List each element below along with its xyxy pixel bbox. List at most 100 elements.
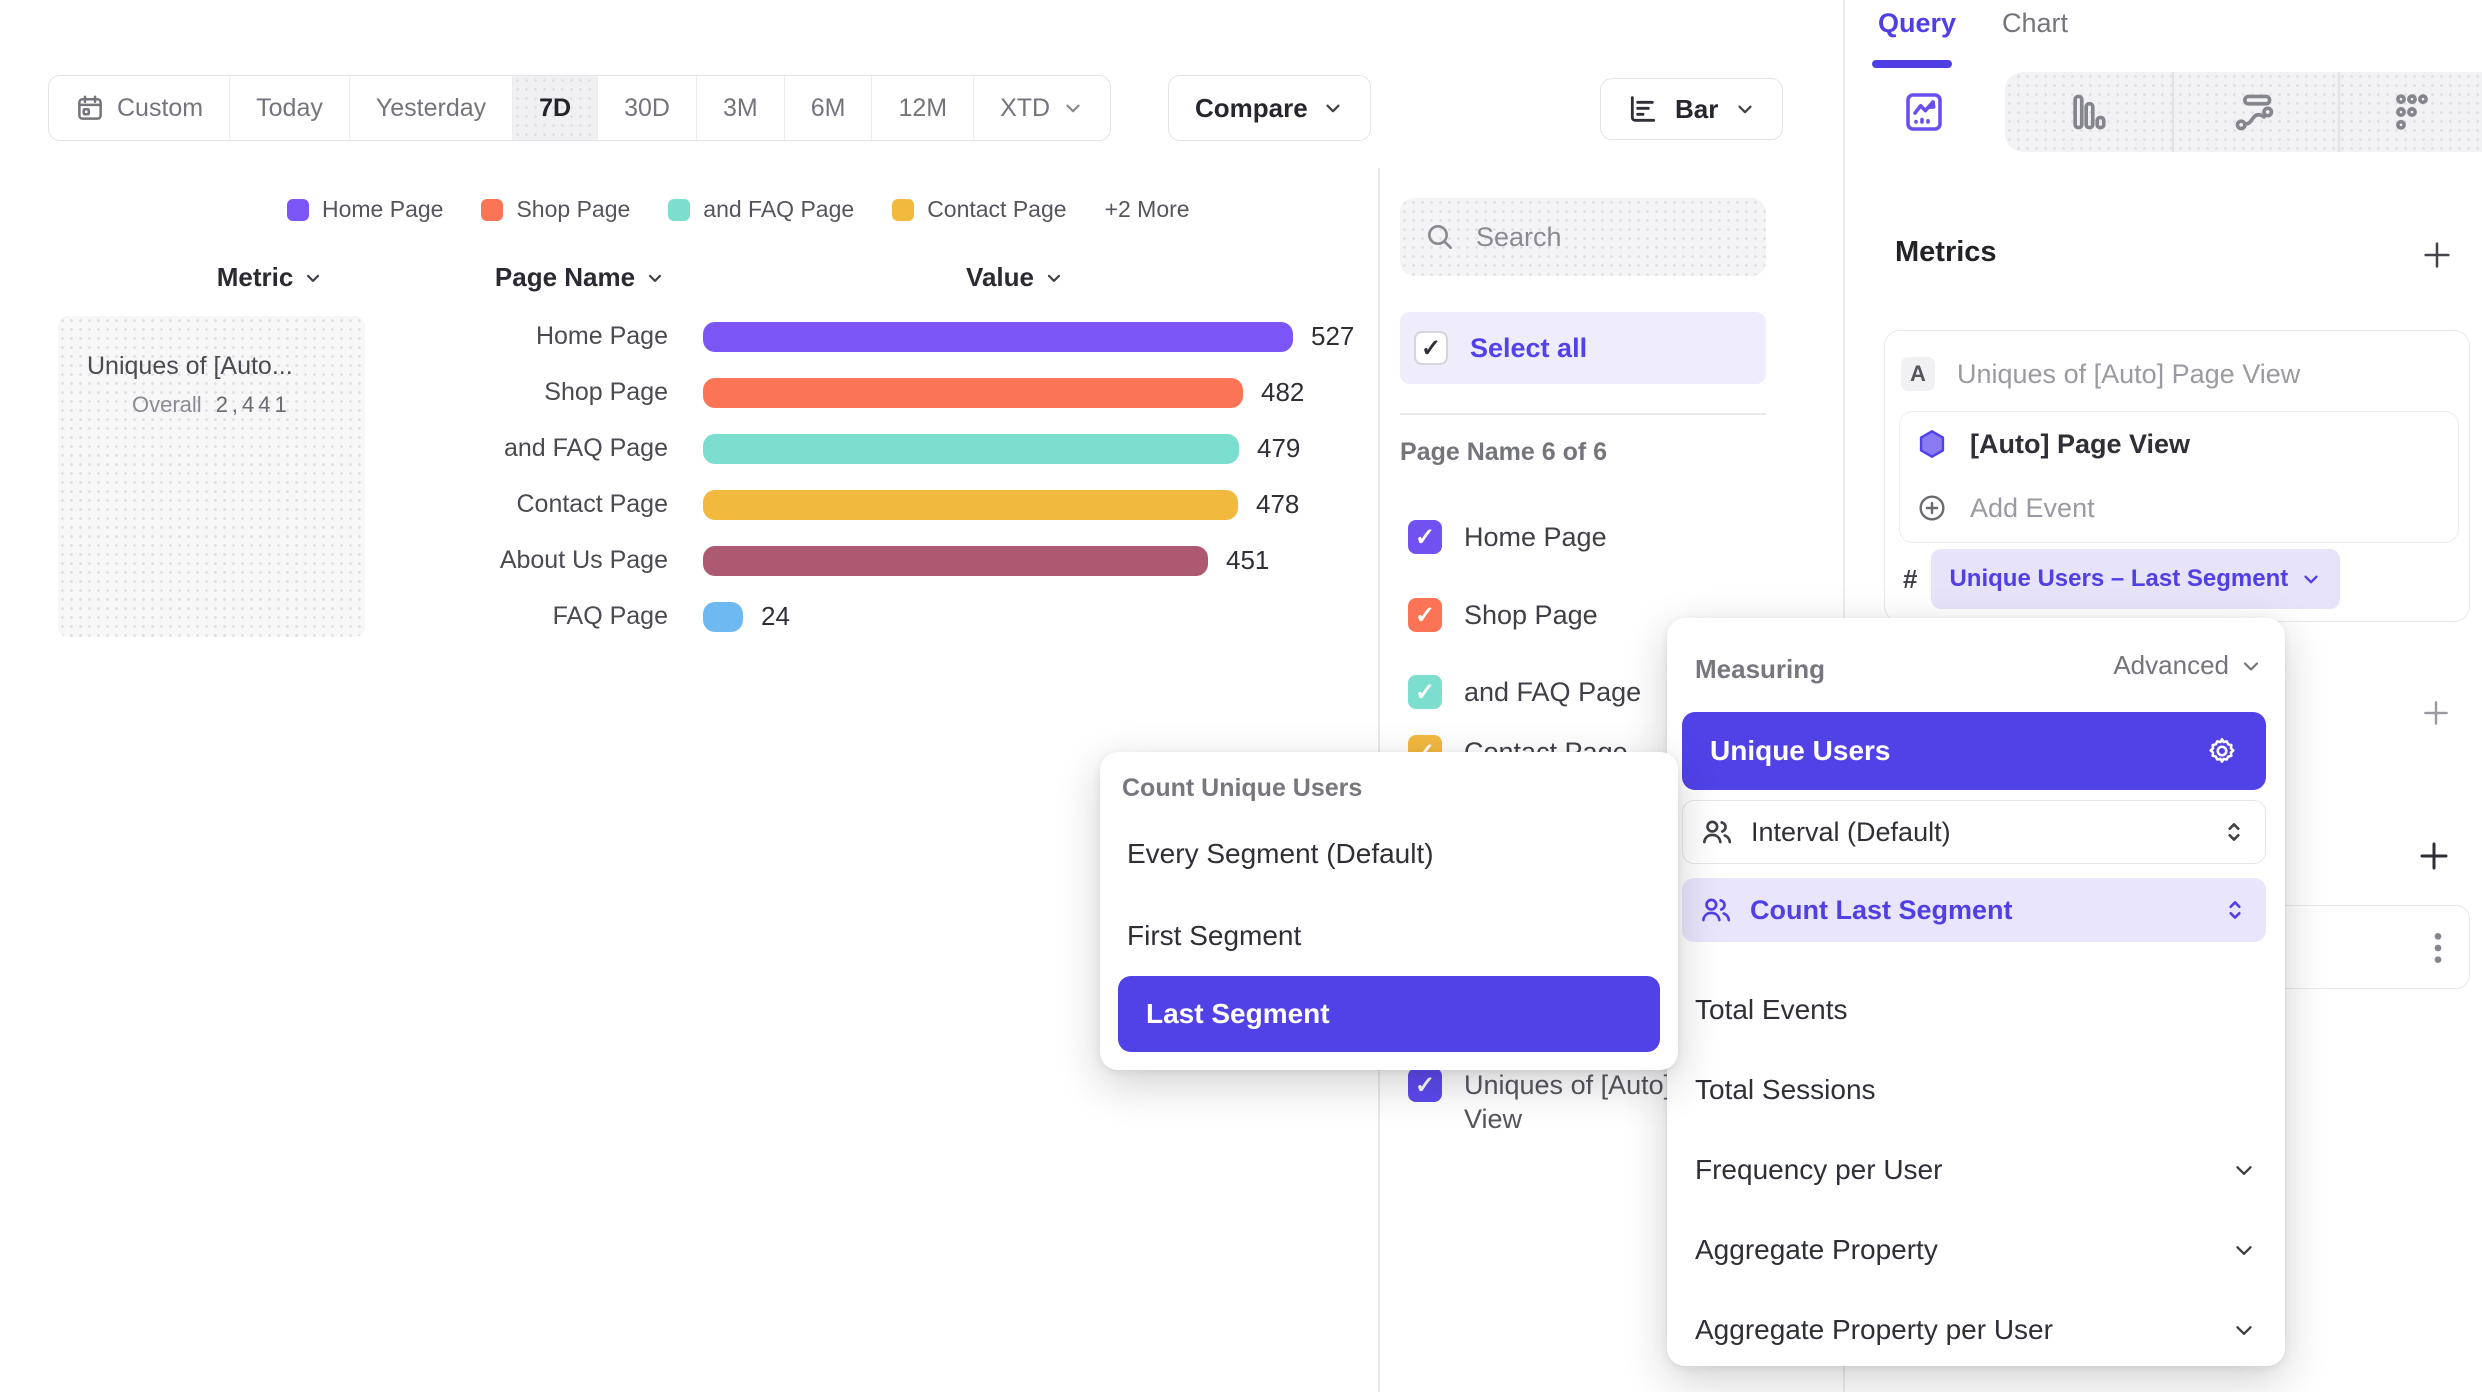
chart-type-button[interactable]: Bar: [1600, 78, 1784, 140]
option-frequency-per-user[interactable]: Frequency per User: [1695, 1154, 2257, 1186]
option-first-segment[interactable]: First Segment: [1127, 920, 1302, 951]
interval-label: Interval (Default): [1751, 816, 1951, 847]
bar-and-faq-page[interactable]: [703, 433, 1239, 464]
unfold-icon: [2228, 823, 2240, 841]
tabbar-divider: [2172, 72, 2174, 152]
active-tab-underline: [1872, 60, 1952, 68]
filter-divider: [1400, 413, 1766, 415]
date-range-control: Custom Today Yesterday 7D 30D 3M 6M 12M …: [48, 75, 1112, 141]
option-total-sessions[interactable]: Total Sessions: [1695, 1074, 1876, 1105]
chevron-down-icon: [1322, 97, 1344, 119]
checkbox-checked[interactable]: ✓: [1408, 675, 1442, 709]
chevron-down-icon: [2236, 1246, 2252, 1255]
checkbox-checked[interactable]: ✓: [1408, 520, 1442, 554]
breakdown-card: [2260, 905, 2470, 989]
date-range-xtd[interactable]: XTD: [974, 76, 1110, 140]
unfold-icon: [2229, 901, 2241, 919]
metric-title: Uniques of [Auto...: [87, 352, 293, 380]
metric-card-title[interactable]: Uniques of [Auto] Page View: [1957, 358, 2301, 389]
chevron-down-icon: [1047, 274, 1061, 282]
search-placeholder: Search: [1476, 221, 1562, 252]
overall-value: 2,441: [215, 392, 291, 417]
tab-chart[interactable]: Chart: [2002, 8, 2069, 38]
count-last-segment-selector[interactable]: Count Last Segment: [1682, 878, 2266, 942]
date-range-yesterday[interactable]: Yesterday: [350, 76, 514, 140]
plus-icon: [2420, 842, 2448, 870]
advanced-dropdown[interactable]: Advanced: [2113, 650, 2263, 681]
chevron-down-icon: [2304, 575, 2318, 584]
filter-item-label: Shop Page: [1464, 599, 1598, 630]
chevron-down-icon: [1734, 98, 1756, 120]
option-total-events[interactable]: Total Events: [1695, 994, 1848, 1025]
add-event-row[interactable]: Add Event: [1916, 492, 2095, 524]
calendar-icon: [75, 93, 105, 123]
metric-summary-card[interactable]: Uniques of [Auto... Overall 2,441: [58, 316, 365, 637]
column-header-page-name[interactable]: Page Name: [460, 262, 700, 293]
date-range-7d[interactable]: 7D: [513, 76, 599, 140]
header-label: Page Name: [494, 262, 636, 292]
add-metric-button[interactable]: [2420, 238, 2454, 272]
filter-item-shop-page[interactable]: ✓ Shop Page: [1408, 598, 1598, 632]
compare-button[interactable]: Compare: [1168, 75, 1371, 141]
funnels-tab[interactable]: [2066, 90, 2110, 134]
column-header-metric[interactable]: Metric: [170, 262, 370, 293]
bar-about-us-page[interactable]: [703, 545, 1208, 576]
count-popup-title: Count Unique Users: [1122, 774, 1363, 802]
unique-users-option[interactable]: Unique Users: [1682, 712, 2266, 790]
checkbox-checked[interactable]: ✓: [1408, 598, 1442, 632]
circle-plus-icon: [1919, 495, 1945, 521]
date-range-label: Custom: [117, 93, 204, 122]
legend-swatch: [287, 198, 309, 221]
option-last-segment-selected[interactable]: Last Segment: [1118, 976, 1660, 1052]
measuring-title: Measuring: [1695, 654, 1826, 684]
aggregation-pill-label: Unique Users – Last Segment: [1949, 565, 2289, 592]
search-input[interactable]: Search: [1400, 198, 1766, 276]
option-every-segment[interactable]: Every Segment (Default): [1127, 838, 1434, 869]
aggregation-pill[interactable]: Unique Users – Last Segment: [1931, 549, 2341, 609]
kebab-menu-button[interactable]: [2431, 928, 2445, 968]
bar-faq-page[interactable]: [703, 601, 743, 632]
row-label: and FAQ Page: [503, 434, 668, 462]
bar-shop-page[interactable]: [703, 377, 1243, 408]
bar-home-page[interactable]: [703, 321, 1293, 352]
legend-item[interactable]: Shop Page: [481, 196, 630, 223]
legend-swatch: [481, 198, 504, 221]
row-label: Home Page: [535, 322, 668, 350]
add-filter-button[interactable]: [2420, 697, 2452, 729]
tab-query[interactable]: Query: [1878, 8, 1957, 38]
bar-value: 527: [1311, 321, 1355, 351]
date-range-3m[interactable]: 3M: [697, 76, 785, 140]
date-range-6m[interactable]: 6M: [785, 76, 873, 140]
date-range-30d[interactable]: 30D: [598, 76, 697, 140]
column-header-value[interactable]: Value: [900, 262, 1130, 293]
checkbox-checked[interactable]: ✓: [1408, 1068, 1442, 1102]
legend-item[interactable]: and FAQ Page: [668, 196, 854, 223]
add-breakdown-button[interactable]: [2416, 838, 2452, 874]
users-icon: [1703, 820, 1732, 844]
legend-more[interactable]: +2 More: [1105, 196, 1190, 223]
flows-tab[interactable]: [2390, 90, 2434, 134]
event-row[interactable]: [Auto] Page View: [1916, 428, 2190, 460]
event-name: [Auto] Page View: [1970, 428, 2191, 459]
select-all-row[interactable]: ✓ Select all: [1400, 312, 1766, 384]
advanced-label: Advanced: [2113, 650, 2229, 680]
header-label: Metric: [216, 262, 294, 292]
chevron-down-icon: [307, 274, 320, 282]
date-range-12m[interactable]: 12M: [872, 76, 975, 140]
retention-tab[interactable]: [2232, 90, 2276, 134]
plus-icon: [2424, 701, 2448, 725]
legend-item[interactable]: Home Page: [287, 196, 443, 223]
filter-item-home-page[interactable]: ✓ Home Page: [1408, 520, 1607, 554]
interval-selector[interactable]: Interval (Default): [1682, 800, 2266, 864]
chart-type-label: Bar: [1675, 93, 1719, 124]
legend-item[interactable]: Contact Page: [892, 196, 1067, 223]
select-all-checkbox[interactable]: ✓: [1414, 331, 1448, 365]
insights-tab[interactable]: [1900, 88, 1948, 136]
filter-item-and-faq-page[interactable]: ✓ and FAQ Page: [1408, 675, 1641, 709]
option-aggregate-property[interactable]: Aggregate Property: [1695, 1234, 2257, 1266]
bar-contact-page[interactable]: [703, 489, 1238, 520]
option-aggregate-property-per-user[interactable]: Aggregate Property per User: [1695, 1314, 2257, 1346]
legend-label: Shop Page: [516, 196, 631, 222]
date-range-custom[interactable]: Custom: [49, 76, 231, 140]
date-range-today[interactable]: Today: [230, 76, 350, 140]
